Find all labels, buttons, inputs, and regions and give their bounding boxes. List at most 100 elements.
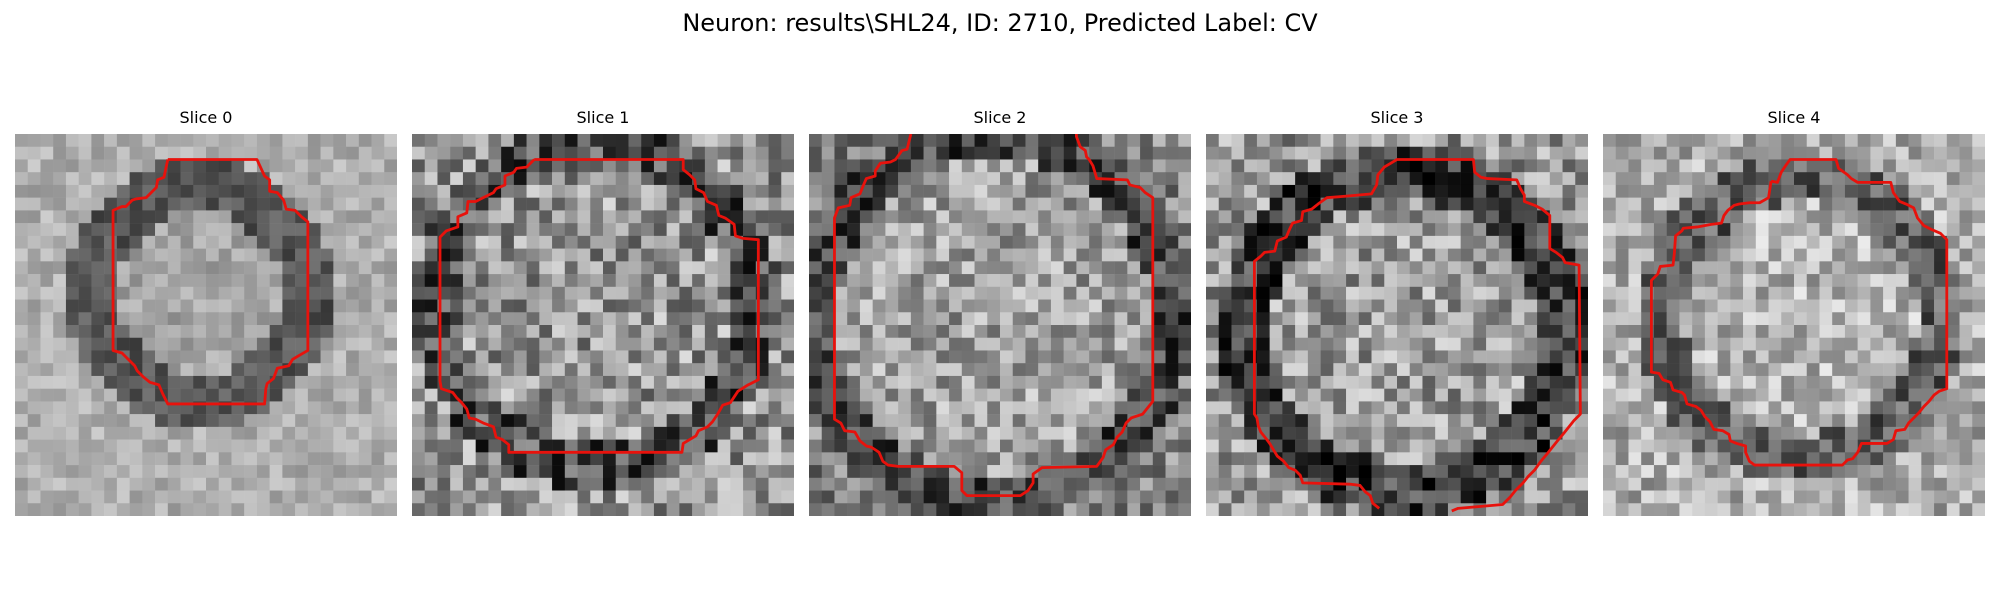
em-pixel <box>1282 375 1296 389</box>
em-pixel <box>1256 465 1270 479</box>
em-pixel <box>1038 210 1052 224</box>
em-pixel <box>768 248 782 262</box>
em-pixel <box>1781 388 1795 402</box>
em-pixel <box>1282 426 1296 440</box>
em-pixel <box>1537 388 1551 402</box>
em-pixel <box>1114 350 1128 364</box>
em-pixel <box>590 299 604 313</box>
em-pixel <box>1000 490 1013 504</box>
em-pixel <box>809 452 822 466</box>
em-pixel <box>1972 312 1985 326</box>
em-pixel <box>781 490 794 504</box>
em-pixel <box>15 172 28 186</box>
em-pixel <box>539 210 553 224</box>
em-pixel <box>307 452 321 466</box>
em-pixel <box>1218 477 1232 491</box>
em-pixel <box>755 503 769 516</box>
em-pixel <box>987 184 1001 198</box>
em-pixel <box>244 477 258 491</box>
em-pixel <box>424 184 438 198</box>
em-pixel <box>1537 337 1551 351</box>
em-pixel <box>424 426 438 440</box>
em-pixel <box>949 503 963 516</box>
em-pixel <box>1320 465 1334 479</box>
em-pixel <box>1244 223 1258 237</box>
em-pixel <box>1908 375 1922 389</box>
em-pixel <box>679 337 693 351</box>
em-pixel <box>1781 261 1795 275</box>
em-pixel <box>346 414 360 428</box>
em-pixel <box>1358 146 1372 160</box>
em-pixel <box>1460 401 1474 415</box>
em-pixel <box>282 350 296 364</box>
em-pixel <box>1409 350 1423 364</box>
em-pixel <box>1038 134 1052 147</box>
em-pixel <box>384 197 397 211</box>
em-pixel <box>462 363 476 377</box>
em-pixel <box>1114 299 1128 313</box>
em-pixel <box>256 223 270 237</box>
em-pixel <box>628 452 642 466</box>
em-pixel <box>1641 261 1655 275</box>
em-pixel <box>1114 146 1128 160</box>
em-pixel <box>1114 197 1128 211</box>
em-pixel <box>231 210 245 224</box>
em-pixel <box>269 210 283 224</box>
em-pixel <box>269 477 283 491</box>
em-pixel <box>1679 325 1693 338</box>
em-pixel <box>692 439 706 453</box>
em-pixel <box>501 503 515 516</box>
em-pixel <box>1089 414 1103 428</box>
em-pixel <box>513 261 527 275</box>
em-pixel <box>1206 350 1219 364</box>
em-pixel <box>1346 197 1360 211</box>
em-pixel <box>834 184 848 198</box>
em-pixel <box>1934 477 1948 491</box>
em-pixel <box>40 465 54 479</box>
em-pixel <box>142 184 156 198</box>
em-pixel <box>679 375 693 389</box>
em-pixel <box>1883 490 1897 504</box>
em-pixel <box>847 172 861 186</box>
em-pixel <box>371 337 385 351</box>
em-pixel <box>552 299 566 313</box>
em-pixel <box>628 134 642 147</box>
em-pixel <box>936 274 950 288</box>
em-pixel <box>628 477 642 491</box>
em-pixel <box>872 197 886 211</box>
em-pixel <box>104 337 118 351</box>
em-pixel <box>961 235 975 249</box>
em-pixel <box>1269 414 1283 428</box>
em-pixel <box>1946 134 1960 147</box>
em-pixel <box>743 414 757 428</box>
em-pixel <box>1704 312 1718 326</box>
em-pixel <box>412 223 425 237</box>
em-pixel <box>1641 388 1655 402</box>
em-pixel <box>1603 465 1616 479</box>
em-pixel <box>666 375 680 389</box>
em-pixel <box>295 325 309 338</box>
em-pixel <box>320 159 334 173</box>
em-pixel <box>910 274 924 288</box>
em-pixel <box>78 159 92 173</box>
em-pixel <box>885 452 899 466</box>
em-pixel <box>412 439 425 453</box>
em-pixel <box>1256 401 1270 415</box>
em-pixel <box>1384 261 1398 275</box>
em-pixel <box>65 184 79 198</box>
em-pixel <box>1806 274 1820 288</box>
em-pixel <box>768 312 782 326</box>
em-pixel <box>307 477 321 491</box>
em-pixel <box>1333 439 1347 453</box>
em-pixel <box>1101 159 1115 173</box>
em-pixel <box>104 325 118 338</box>
em-pixel <box>513 134 527 147</box>
em-pixel <box>1231 452 1245 466</box>
em-pixel <box>1256 414 1270 428</box>
em-pixel <box>269 325 283 338</box>
em-pixel <box>53 146 67 160</box>
em-pixel <box>743 325 757 338</box>
em-pixel <box>488 159 502 173</box>
em-pixel <box>1050 159 1064 173</box>
em-pixel <box>1358 325 1372 338</box>
